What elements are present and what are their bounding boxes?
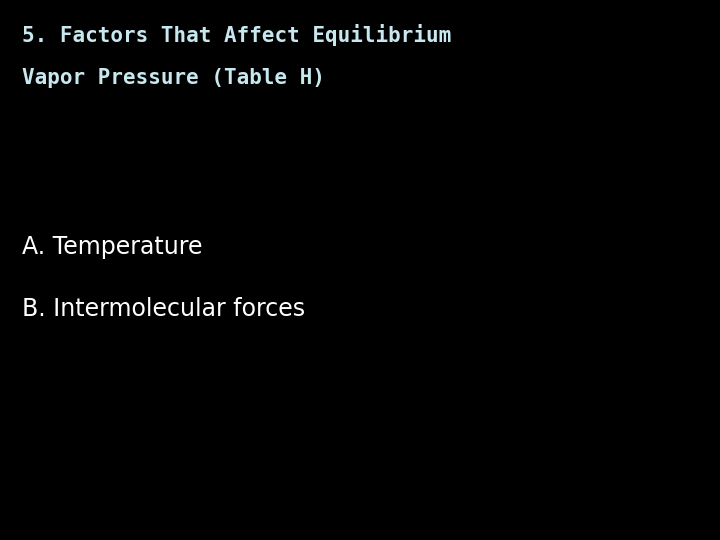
- Text: B. Intermolecular forces: B. Intermolecular forces: [22, 297, 305, 321]
- Text: Vapor Pressure (Table H): Vapor Pressure (Table H): [22, 68, 325, 87]
- Text: 5. Factors That Affect Equilibrium: 5. Factors That Affect Equilibrium: [22, 24, 451, 46]
- Text: A. Temperature: A. Temperature: [22, 235, 202, 259]
